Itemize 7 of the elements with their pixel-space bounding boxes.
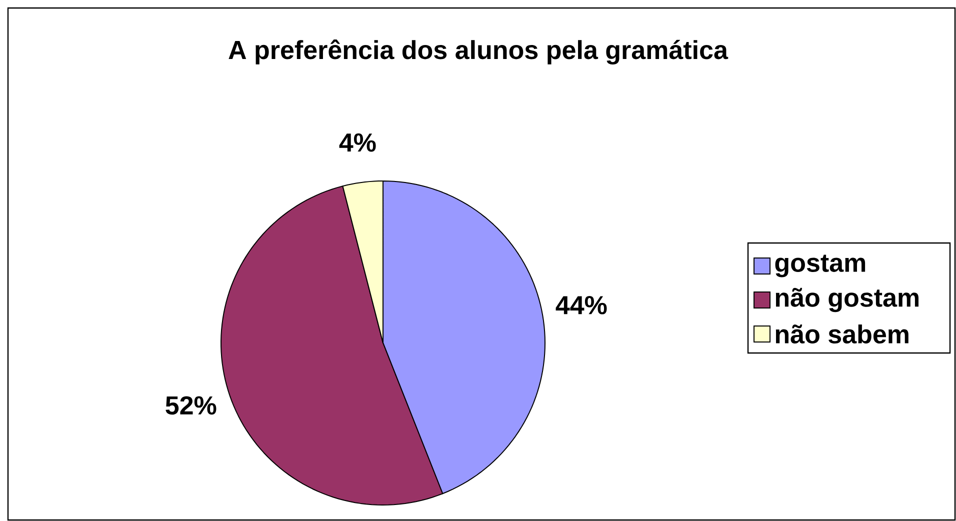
legend-label: não sabem <box>776 324 908 344</box>
data-label: 52% <box>166 396 216 415</box>
legend-label: gostam <box>775 254 866 278</box>
data-label: 44% <box>556 296 607 314</box>
data-label: 4% <box>339 133 376 152</box>
legend-label: não gostam <box>776 288 918 312</box>
chart-title: A preferência dos alunos pela gramática <box>228 40 728 64</box>
